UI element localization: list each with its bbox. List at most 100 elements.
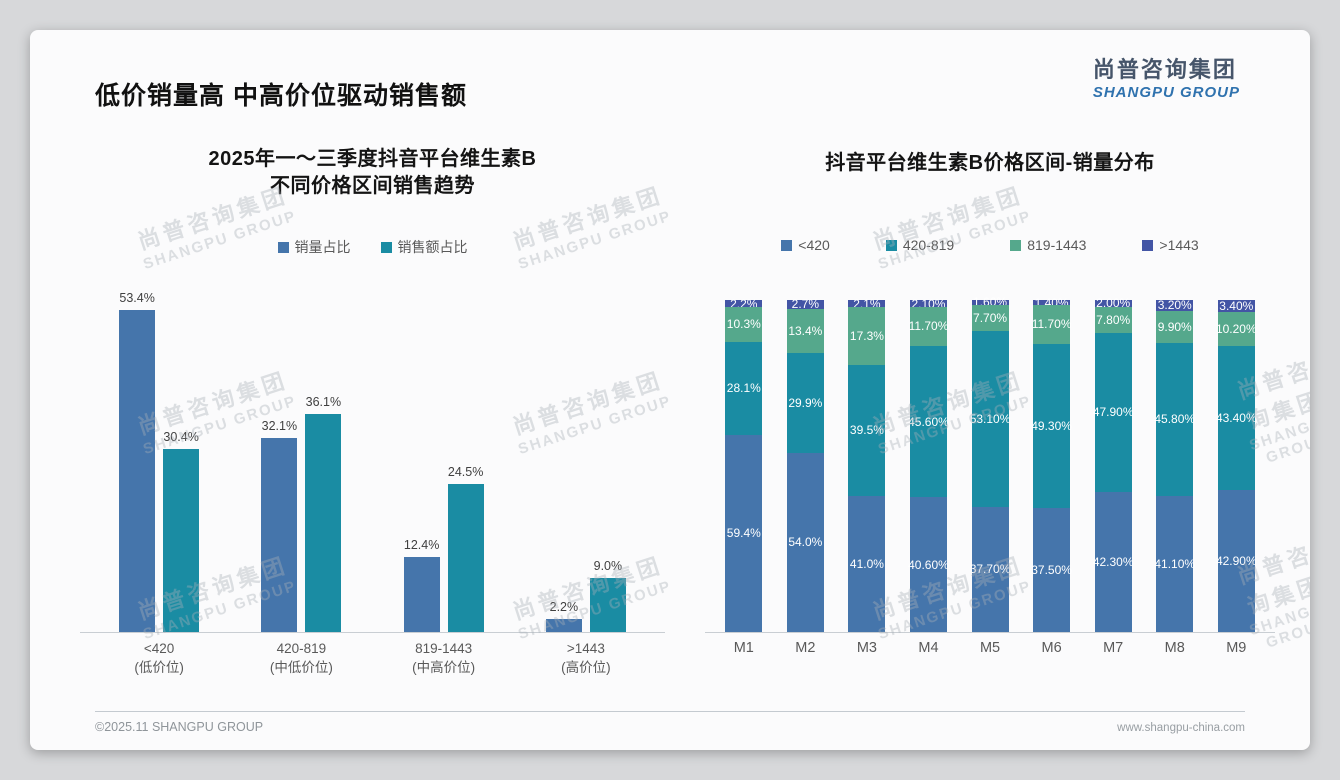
segment-value-label: 37.70% [969, 562, 1011, 577]
stack-segment: 28.1% [725, 341, 763, 435]
stack-segment: 53.10% [969, 330, 1011, 507]
stack-segment: 45.60% [908, 345, 949, 498]
stack-segment: 3.20% [1156, 299, 1194, 311]
bar-value-label: 30.4% [163, 429, 199, 444]
segment-value-label: 41.10% [1154, 556, 1196, 571]
page-title: 低价销量高 中高价位驱动销售额 [95, 82, 467, 110]
segment-value-label: 10.20% [1215, 321, 1257, 336]
stacked-bar-column: 40.60% 45.60% 11.70% 2.10% [898, 294, 960, 632]
legend-label: >1443 [1159, 237, 1199, 253]
category-label: M7 [1103, 640, 1124, 656]
stacked-bar: 37.50% 49.30% 11.70% 1.40% [1031, 297, 1072, 632]
segment-value-label: 10.3% [726, 317, 761, 332]
segment-value-label: 7.80% [1096, 312, 1131, 327]
right-chart-category-labels: M1 M2 M3 M4 M5 M6 M7 M8 M9 [713, 639, 1267, 658]
right-chart-x-axis [705, 632, 1275, 633]
stacked-bar-column: 59.4% 28.1% 10.3% 2.2% [713, 294, 775, 632]
category-label: M2 [795, 640, 816, 656]
category-label: <420 (低价位) [88, 639, 230, 677]
segment-value-label: 43.40% [1215, 410, 1257, 425]
stack-segment: 47.90% [1093, 332, 1134, 492]
legend-item: 销量占比 [277, 237, 351, 257]
stacked-bar-column: 41.0% 39.5% 17.3% 2.1% [836, 294, 898, 632]
right-chart-legend: <420 420-819 819-1443 >1443 [705, 237, 1275, 253]
segment-value-label: 45.80% [1154, 412, 1196, 427]
category-range: 420-819 [276, 641, 327, 656]
left-chart-x-axis [80, 632, 665, 633]
segment-value-label: 9.90% [1157, 319, 1192, 334]
stack-segment: 42.90% [1215, 489, 1257, 632]
bar: 9.0% [589, 559, 626, 632]
legend-item: >1443 [1142, 237, 1199, 253]
segment-value-label: 2.1% [853, 296, 881, 311]
category-label: M4 [918, 640, 939, 656]
stack-segment: 7.80% [1094, 306, 1132, 333]
segment-value-label: 7.70% [973, 310, 1008, 325]
bar: 53.4% [119, 291, 156, 632]
stacked-bar: 54.0% 29.9% 13.4% 2.7% [786, 298, 824, 632]
segment-value-label: 54.0% [788, 535, 823, 550]
left-chart-title-line1: 2025年一～三季度抖音平台维生素B [208, 148, 537, 170]
stacked-bar: 42.90% 43.40% 10.20% 3.40% [1215, 298, 1257, 632]
legend-item: 销售额占比 [380, 237, 468, 257]
segment-value-label: 29.9% [788, 396, 823, 411]
segment-value-label: 3.40% [1219, 298, 1254, 313]
segment-value-label: 2.2% [730, 296, 758, 311]
segment-value-label: 42.30% [1092, 554, 1134, 569]
stack-segment: 11.70% [1031, 305, 1072, 344]
category-tier: (中高价位) [412, 660, 476, 675]
left-chart-legend: 销量占比 销售额占比 [80, 237, 665, 257]
stack-segment: 7.70% [971, 304, 1009, 331]
legend-swatch-icon [781, 239, 793, 251]
stack-segment: 2.1% [848, 296, 886, 311]
logo-chinese-text: 尚普咨询集团 [1092, 57, 1237, 82]
category-label: M5 [979, 640, 1001, 656]
stack-segment: 11.70% [909, 307, 948, 346]
bar-group: 12.4% 24.5% [373, 294, 515, 632]
legend-label: <420 [798, 237, 830, 253]
stacked-bar-chart: 抖音平台维生素B价格区间-销量分布 <420 420-819 819-1443 >14… [705, 142, 1275, 722]
segment-value-label: 41.0% [849, 556, 884, 571]
legend-item: 819-1443 [1010, 237, 1086, 253]
segment-value-label: 28.1% [726, 381, 761, 396]
stack-segment: 41.10% [1154, 495, 1196, 632]
footer-website: www.shangpu-china.com [1117, 722, 1245, 734]
left-chart-title-line2: 不同价格区间销售趋势 [270, 175, 475, 197]
stacked-bar-column: 42.90% 43.40% 10.20% 3.40% [1206, 294, 1268, 632]
bar-value-label: 24.5% [447, 465, 484, 480]
stacked-bar: 59.4% 28.1% 10.3% 2.2% [725, 296, 763, 632]
bar-value-label: 36.1% [305, 395, 342, 410]
stacked-bar-column: 41.10% 45.80% 9.90% 3.20% [1144, 294, 1206, 632]
category-label: M8 [1164, 640, 1185, 656]
category-label: M6 [1041, 640, 1062, 656]
segment-value-label: 42.90% [1215, 553, 1257, 568]
legend-item: 420-819 [885, 237, 954, 253]
stacked-bar: 37.70% 53.10% 7.70% 1.60% [969, 296, 1011, 632]
legend-swatch-icon [277, 241, 289, 253]
stack-segment: 9.90% [1156, 310, 1194, 344]
stacked-bar: 42.30% 47.90% 7.80% 2.00% [1092, 297, 1134, 632]
stacked-bar-column: 54.0% 29.9% 13.4% 2.7% [775, 294, 837, 632]
segment-value-label: 11.70% [1031, 317, 1072, 332]
legend-swatch-icon [1010, 239, 1022, 251]
stack-segment: 54.0% [786, 452, 824, 632]
category-label: 420-819 (中低价位) [230, 639, 372, 677]
bar: 24.5% [447, 465, 484, 632]
stack-segment: 13.4% [786, 308, 824, 354]
segment-value-label: 13.4% [788, 324, 823, 339]
bar: 36.1% [305, 395, 342, 632]
legend-label: 819-1443 [1027, 237, 1087, 253]
segment-value-label: 45.60% [908, 414, 949, 429]
segment-value-label: 53.10% [969, 411, 1011, 426]
stacked-bar-column: 42.30% 47.90% 7.80% 2.00% [1082, 294, 1144, 632]
stack-segment: 3.40% [1217, 298, 1255, 313]
stack-segment: 39.5% [848, 364, 886, 496]
category-label: >1443 (高价位) [515, 639, 657, 677]
legend-swatch-icon [380, 241, 392, 253]
stacked-bar-column: 37.50% 49.30% 11.70% 1.40% [1021, 294, 1083, 632]
bar: 12.4% [403, 538, 440, 632]
stack-segment: 37.50% [1031, 507, 1072, 632]
stacked-bar: 41.10% 45.80% 9.90% 3.20% [1154, 299, 1196, 632]
bar-value-label: 9.0% [593, 558, 623, 573]
segment-value-label: 2.10% [911, 296, 946, 311]
